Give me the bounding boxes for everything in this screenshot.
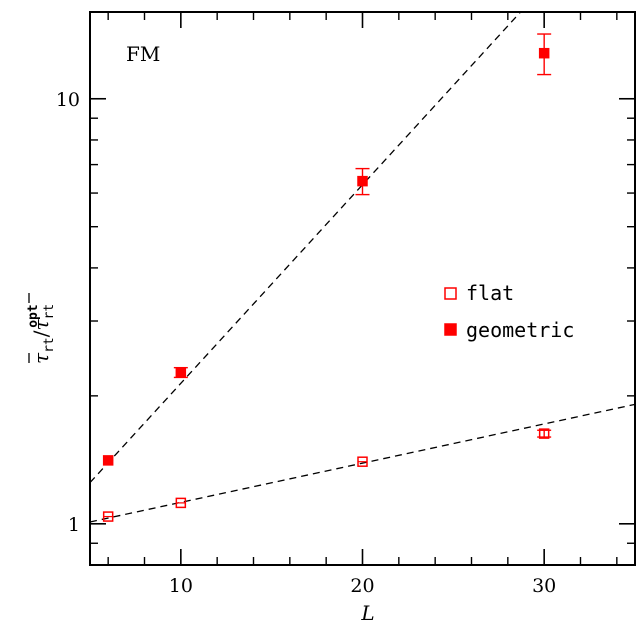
point-flat	[357, 456, 368, 467]
legend: flat geometric	[444, 281, 574, 342]
point-geometric	[538, 47, 550, 59]
y-tick-label: 1	[68, 514, 80, 536]
point-geometric	[102, 455, 114, 466]
x-tick-label: 10	[169, 575, 193, 597]
legend-marker-geometric	[444, 323, 457, 336]
y-label-sub: rt	[42, 337, 57, 353]
x-tick-label: 20	[350, 575, 374, 597]
y-label-tau: τ	[29, 352, 53, 364]
fit-lines	[89, 11, 636, 523]
y-axis-label: τrt/τrtopt	[26, 293, 57, 364]
x-tick-label: 30	[532, 575, 556, 597]
point-flat	[175, 497, 187, 509]
point-flat	[538, 428, 550, 439]
legend-label-flat: flat	[466, 281, 514, 305]
y-label-opt-sub: rt	[42, 304, 57, 320]
point-geometric	[357, 175, 368, 187]
svg-text:τrt/τrtopt: τrt/τrtopt	[26, 304, 57, 364]
y-label-opt-sup: opt	[26, 304, 41, 327]
point-flat	[102, 511, 114, 522]
legend-marker-flat	[444, 287, 457, 300]
data-points	[102, 33, 552, 522]
plot-frame	[89, 11, 636, 566]
fm-annotation: FM	[126, 42, 160, 66]
fit-line-flat	[89, 403, 636, 523]
ticks: 10 20 30 1 10	[56, 12, 635, 597]
x-axis-label: L	[360, 601, 374, 625]
y-tick-label: 10	[56, 89, 80, 111]
fit-line-geometric	[89, 11, 522, 484]
point-geometric	[175, 367, 187, 378]
y-label-tau-opt: τ	[29, 319, 53, 331]
y-label-slash: /	[29, 330, 53, 337]
legend-label-geometric: geometric	[466, 318, 574, 342]
